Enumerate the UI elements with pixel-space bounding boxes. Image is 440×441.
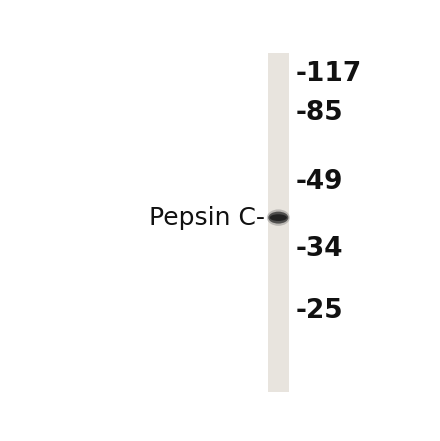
Ellipse shape <box>270 214 287 221</box>
Text: -25: -25 <box>295 298 343 324</box>
Text: -34: -34 <box>295 236 343 262</box>
Bar <box>268 53 289 392</box>
Text: Pepsin C-: Pepsin C- <box>149 206 265 230</box>
Text: -117: -117 <box>295 61 362 87</box>
Text: -85: -85 <box>295 100 343 126</box>
Ellipse shape <box>267 209 290 226</box>
Text: -49: -49 <box>295 169 343 195</box>
Ellipse shape <box>268 212 288 224</box>
